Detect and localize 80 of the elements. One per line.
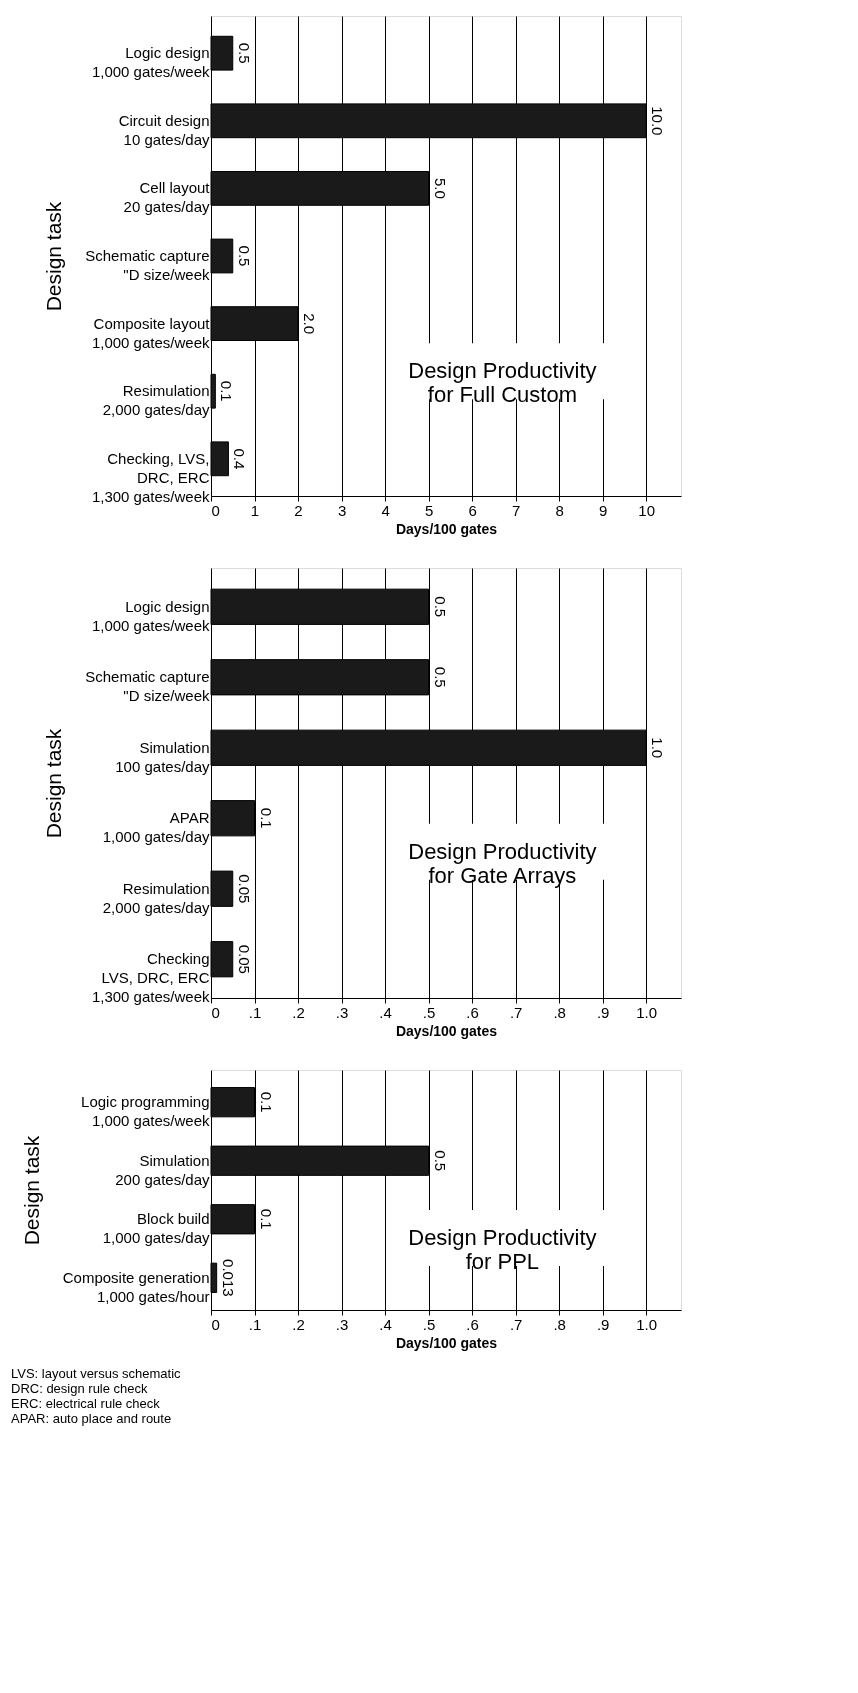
x-tick-label: .9 (596, 1003, 610, 1021)
x-tick-label: 1.0 (636, 1003, 658, 1021)
data-label: 0.1 (257, 1208, 275, 1230)
x-tick-label: .8 (553, 1315, 566, 1333)
data-label: 5.0 (431, 177, 449, 199)
x-tick-label: 2 (294, 501, 303, 519)
text: APAR: auto place and route (11, 1411, 172, 1426)
data-label: 0.1 (257, 1091, 275, 1113)
x-tick-label: .1 (248, 1003, 262, 1021)
x-axis-title: Days/100 gates (395, 1022, 498, 1039)
x-tick-label: .1 (248, 1315, 262, 1333)
x-tick-label: 0 (211, 1003, 220, 1021)
x-tick-label: 9 (598, 501, 608, 519)
y-tick-label: Circuit design 10 gates/day (118, 111, 210, 148)
x-tick-label: 0 (211, 501, 220, 519)
y-tick-label: Checking LVS, DRC, ERC 1,300 gates/week (91, 950, 210, 1006)
data-label: 0.013 (219, 1259, 237, 1297)
x-tick-label: .7 (509, 1315, 523, 1333)
y-axis-title: Design task (19, 1135, 43, 1246)
y-tick-label: Resimulation 2,000 gates/day (102, 879, 210, 916)
y-tick-label: Logic design 1,000 gates/week (91, 597, 210, 634)
x-tick-label: .3 (335, 1003, 349, 1021)
y-tick-label: Block build 1,000 gates/day (102, 1210, 210, 1247)
data-label: 10.0 (649, 106, 667, 136)
y-tick-label: Composite layout 1,000 gates/week (91, 314, 211, 351)
y-axis-title: Design task (42, 728, 66, 839)
y-tick-label: Schematic capture "D size/week (85, 668, 210, 705)
y-tick-label: Simulation 100 gates/day (115, 738, 210, 775)
y-tick-label: Composite generation 1,000 gates/hour (62, 1268, 210, 1305)
data-label: 0.1 (257, 807, 275, 829)
y-tick-label: Checking, LVS, DRC, ERC 1,300 gates/week (91, 449, 210, 505)
x-axis-title: Days/100 gates (395, 520, 498, 537)
x-tick-label: .6 (466, 1003, 479, 1021)
data-label: 0.05 (235, 874, 253, 904)
x-tick-label: .7 (509, 1003, 523, 1021)
text: ERC: electrical rule check (11, 1396, 161, 1411)
x-tick-label: 4 (381, 501, 390, 519)
text: Design Productivity for Full Custom (408, 358, 597, 408)
x-axis-title: Days/100 gates (395, 1334, 498, 1351)
y-axis-title: Design task (42, 201, 66, 312)
x-tick-label: 0 (211, 1315, 220, 1333)
x-tick-label: .9 (596, 1315, 610, 1333)
x-tick-label: .5 (422, 1003, 436, 1021)
y-tick-label: Schematic capture "D size/week (85, 247, 210, 283)
x-tick-label: .8 (553, 1003, 566, 1021)
x-tick-label: .2 (292, 1315, 305, 1333)
text: LVS: layout versus schematic (11, 1366, 182, 1381)
data-label: 0.5 (431, 1150, 449, 1172)
x-tick-label: 6 (468, 501, 477, 519)
x-tick-label: 10 (638, 501, 656, 519)
y-tick-label: APAR 1,000 gates/day (102, 809, 210, 846)
x-tick-label: 3 (337, 501, 347, 519)
x-tick-label: .4 (379, 1315, 392, 1333)
data-label: 0.1 (218, 380, 236, 402)
x-tick-label: .2 (292, 1003, 305, 1021)
data-label: 1.0 (649, 737, 667, 759)
x-tick-label: 1 (250, 501, 260, 519)
x-tick-label: 1.0 (636, 1315, 658, 1333)
text: DRC: design rule check (11, 1381, 149, 1396)
y-tick-label: Resimulation 2,000 gates/day (102, 382, 210, 419)
data-label: 0.5 (431, 596, 449, 618)
y-tick-label: Simulation 200 gates/day (115, 1151, 210, 1188)
text: Design Productivity for Gate Arrays (408, 838, 597, 888)
data-label: 0.5 (235, 42, 253, 64)
x-tick-label: .3 (335, 1315, 349, 1333)
y-tick-label: Cell layout 20 gates/day (123, 179, 211, 216)
data-label: 0.4 (231, 448, 249, 470)
x-tick-label: .6 (466, 1315, 479, 1333)
y-tick-label: Logic programming 1,000 gates/week (81, 1093, 210, 1130)
data-label: 2.0 (301, 313, 319, 335)
data-label: 0.5 (431, 666, 449, 688)
y-tick-label: Logic design 1,000 gates/week (91, 44, 210, 81)
text: Design Productivity for PPL (408, 1225, 597, 1274)
data-label: 0.5 (235, 245, 253, 267)
data-label: 0.05 (235, 944, 253, 974)
x-tick-label: 8 (555, 501, 564, 519)
x-tick-label: .4 (379, 1003, 392, 1021)
x-tick-label: 5 (424, 501, 434, 519)
x-tick-label: .5 (422, 1315, 436, 1333)
x-tick-label: 7 (511, 501, 521, 519)
